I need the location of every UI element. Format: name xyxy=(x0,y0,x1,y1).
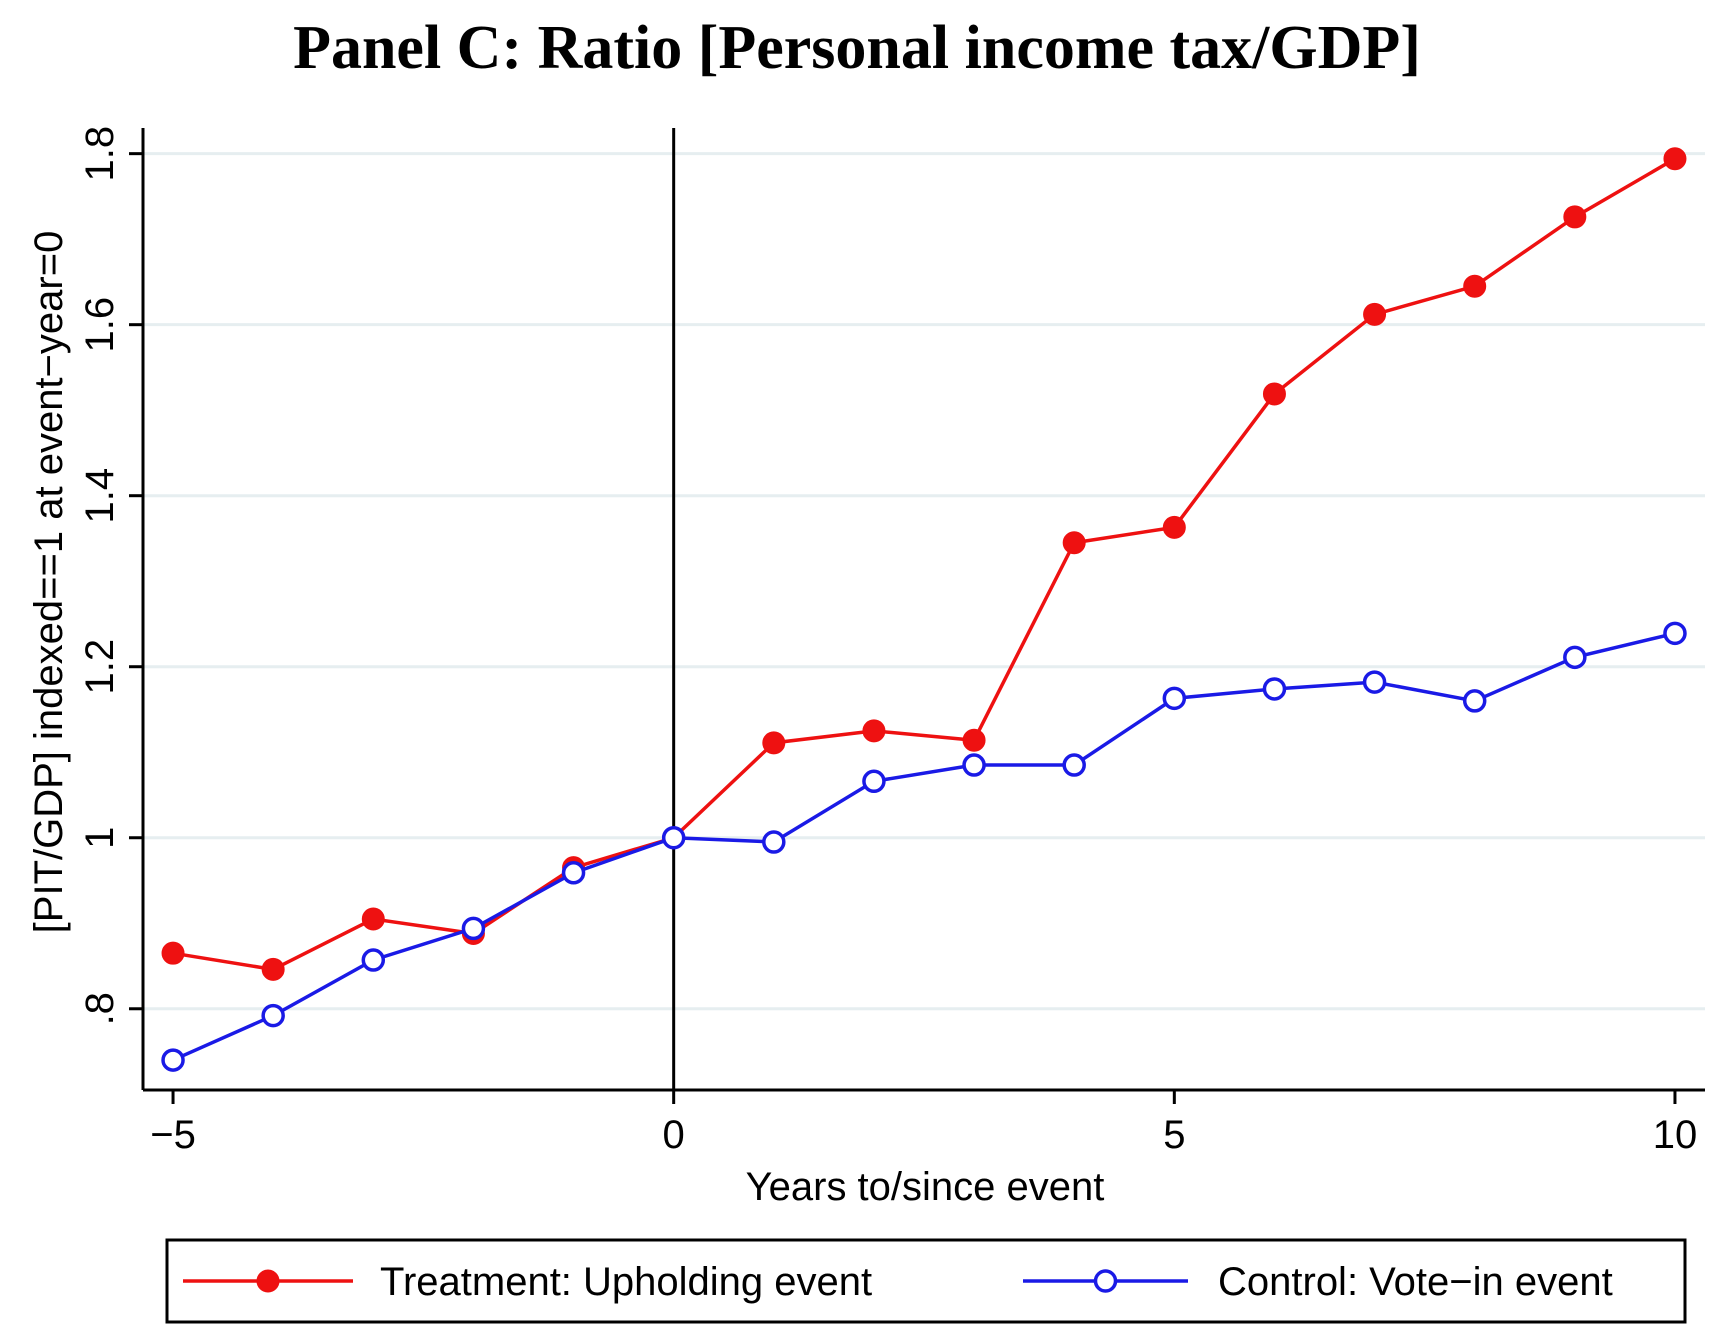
data-point xyxy=(762,731,786,755)
y-tick-label: 1.2 xyxy=(78,639,122,695)
series-line xyxy=(172,631,1676,1062)
y-axis-label: [PIT/GDP] indexed==1 at event−year=0 xyxy=(27,231,71,934)
series-2 xyxy=(161,621,1687,1072)
legend-item: Treatment: Upholding event xyxy=(183,1260,872,1304)
legend-swatch-marker xyxy=(256,1269,280,1293)
data-point xyxy=(261,957,285,981)
data-point xyxy=(1663,621,1687,646)
data-point xyxy=(1362,670,1387,694)
data-point xyxy=(1663,147,1687,171)
y-tick-label: 1.6 xyxy=(78,297,122,353)
chart-title: Panel C: Ratio [Personal income tax/GDP] xyxy=(293,14,1421,82)
data-point xyxy=(361,948,386,972)
data-point xyxy=(762,830,786,854)
legend-swatch-marker xyxy=(1093,1269,1118,1293)
y-tick-label: 1.8 xyxy=(78,126,122,182)
data-point xyxy=(1262,382,1286,406)
data-point xyxy=(461,916,486,941)
data-point xyxy=(161,941,185,965)
data-point xyxy=(161,1048,185,1072)
data-point xyxy=(962,753,986,777)
data-point xyxy=(1463,274,1487,298)
series-1 xyxy=(161,147,1687,981)
data-point xyxy=(561,861,586,885)
data-point xyxy=(261,1003,285,1028)
data-point xyxy=(1563,645,1587,670)
data-point xyxy=(361,907,385,931)
legend-box xyxy=(165,1238,1687,1324)
data-point xyxy=(1462,689,1487,713)
data-point xyxy=(1262,677,1287,701)
y-tick-label: .8 xyxy=(78,992,122,1025)
y-tick-label: 1.4 xyxy=(78,468,122,524)
x-tick-label: −5 xyxy=(150,1113,196,1157)
y-tick-label: 1 xyxy=(78,827,122,849)
axes: .8 1 1.2 1.4 1.6 1.8 −5 0 5 10 xyxy=(78,126,1705,1157)
legend-item: Control: Vote−in event xyxy=(1023,1260,1613,1304)
x-tick-label: 10 xyxy=(1653,1113,1698,1157)
data-point xyxy=(1162,515,1186,539)
legend-label: Treatment: Upholding event xyxy=(380,1260,872,1304)
data-point xyxy=(1363,302,1387,326)
data-point xyxy=(862,719,886,743)
data-point xyxy=(1162,686,1187,711)
x-tick-label: 5 xyxy=(1163,1113,1185,1157)
series-layer xyxy=(161,147,1687,1072)
data-point xyxy=(661,825,686,850)
legend: Treatment: Upholding event Control: Vote−… xyxy=(165,1238,1687,1324)
data-point xyxy=(862,769,886,794)
data-point xyxy=(962,728,986,752)
grid-lines xyxy=(143,152,1705,1011)
x-tick-label: 0 xyxy=(663,1113,685,1157)
series-line xyxy=(172,157,1676,972)
legend-label: Control: Vote−in event xyxy=(1218,1260,1613,1304)
data-point xyxy=(1062,753,1086,777)
data-point xyxy=(1563,205,1587,229)
legend-items: Treatment: Upholding event Control: Vote−… xyxy=(183,1260,1613,1304)
x-axis-label: Years to/since event xyxy=(746,1165,1105,1209)
data-point xyxy=(1062,531,1086,555)
